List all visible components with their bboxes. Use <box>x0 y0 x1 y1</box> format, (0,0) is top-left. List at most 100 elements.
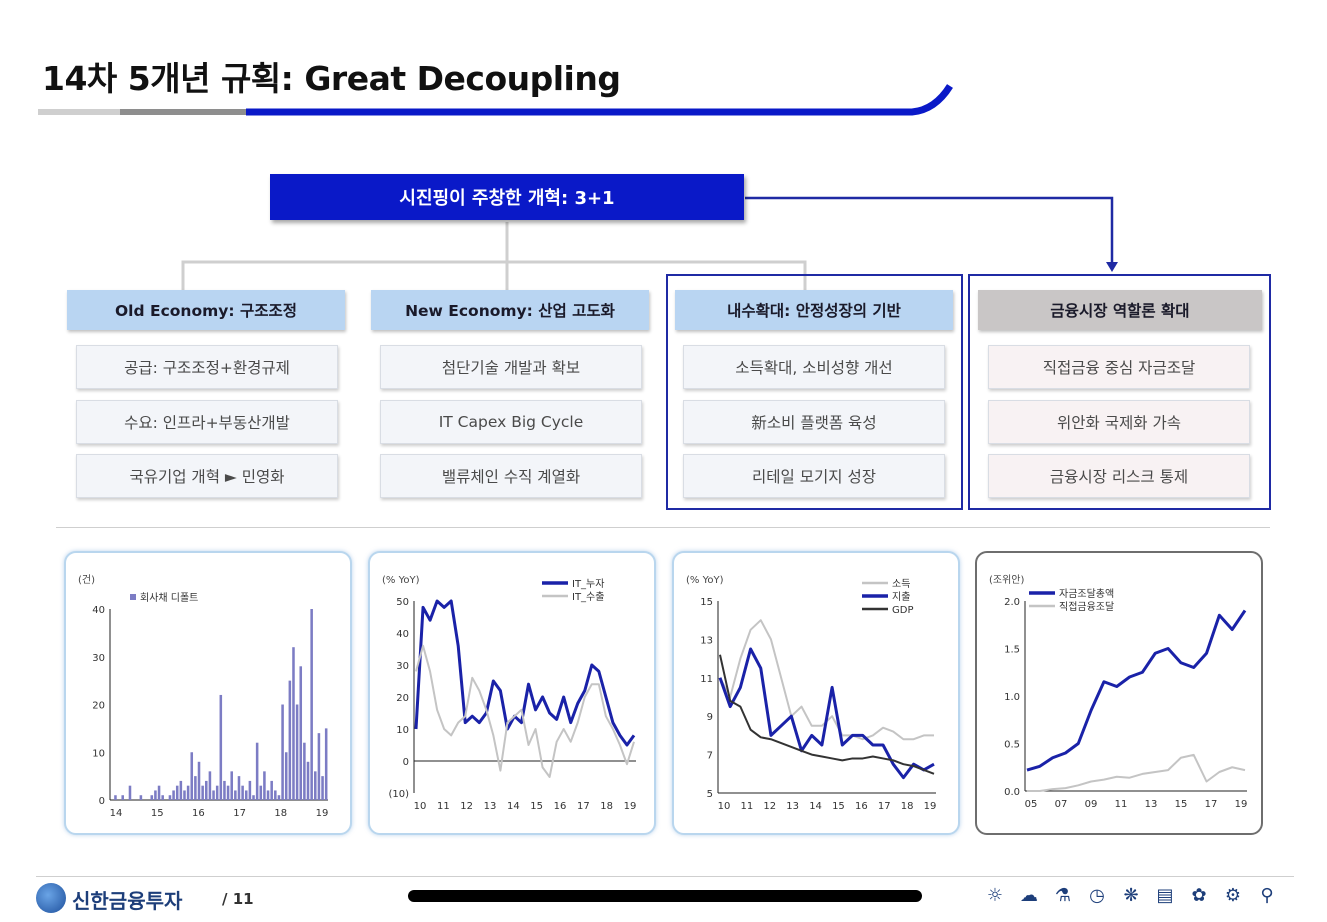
legend-swatch <box>130 594 136 600</box>
x-tick-label: 15 <box>151 808 164 819</box>
y-tick-label: 11 <box>700 674 713 685</box>
unit-label: (% YoY) <box>382 575 420 586</box>
x-tick-label: 16 <box>554 801 567 812</box>
bar <box>321 776 324 800</box>
series-line <box>415 644 635 778</box>
x-tick-label: 19 <box>924 801 937 812</box>
list-item: 공급: 구조조정+환경규제 <box>76 345 338 389</box>
bar <box>150 795 154 800</box>
y-tick-label: 40 <box>396 629 409 640</box>
bar <box>161 795 164 800</box>
bar <box>270 780 273 800</box>
unit-label: (조위안) <box>989 573 1025 586</box>
domestic-demand-frame <box>666 274 963 510</box>
list-item: 리테일 모기지 성장 <box>683 454 945 498</box>
y-tick-label: 10 <box>92 748 105 759</box>
x-tick-label: 14 <box>110 808 123 819</box>
list-item: 수요: 인프라+부동산개발 <box>76 400 338 444</box>
chart-income: (% YoY) 5 7 9 11 13 15 10 11 12 13 14 15 16 17 18 19 소득지출… <box>686 575 937 812</box>
bar <box>197 761 201 800</box>
y-tick-label: 13 <box>700 635 713 646</box>
bar <box>244 790 248 800</box>
bar <box>186 785 190 800</box>
bar <box>121 795 124 800</box>
list-item: 新소비 플랫폼 육성 <box>683 400 945 444</box>
legend-label: 지출 <box>892 591 910 603</box>
column-header-financial-market: 금융시장 역할론 확대 <box>978 290 1262 330</box>
flask-icon: ⚗ <box>1054 884 1072 906</box>
document-icon: ▤ <box>1156 884 1174 906</box>
list-item: 밸류체인 수직 계열화 <box>380 454 642 498</box>
y-tick-label: 9 <box>707 712 713 723</box>
legend-label: 회사채 디폴트 <box>140 592 198 604</box>
bar <box>274 790 277 800</box>
x-tick-label: 18 <box>901 801 914 812</box>
y-tick-label: 50 <box>396 597 409 608</box>
series-line <box>414 599 636 747</box>
y-tick-label: 15 <box>700 597 713 608</box>
lightbulb-icon: ☼ <box>986 884 1004 906</box>
x-tick-label: 12 <box>460 801 473 812</box>
bar <box>175 785 179 800</box>
bar <box>277 795 281 800</box>
bicycle-icon: ⚲ <box>1260 884 1274 906</box>
y-tick-label: 1.5 <box>1004 645 1020 656</box>
series-line <box>1027 753 1246 792</box>
bar <box>230 771 233 800</box>
bar <box>255 742 259 800</box>
footer-icon-row: ☼ ☁ ⚗ ◷ ❋ ▤ ✿ ⚙ ⚲ <box>982 882 1280 908</box>
y-tick-label: 20 <box>396 693 409 704</box>
financial-market-frame <box>968 274 1271 510</box>
x-tick-label: 10 <box>718 801 731 812</box>
bar <box>317 733 321 800</box>
title-underline <box>38 84 953 116</box>
series-line <box>1026 609 1247 772</box>
unit-label: (건) <box>78 574 95 586</box>
x-tick-label: 17 <box>577 801 590 812</box>
bar <box>194 776 197 800</box>
column-header-domestic-demand: 내수확대: 안정성장의 기반 <box>675 290 953 330</box>
section-divider <box>56 527 1270 528</box>
list-item: 금융시장 리스크 통제 <box>988 454 1250 498</box>
series-line <box>718 647 935 780</box>
legend-label: IT_수출 <box>572 591 604 603</box>
bar <box>263 771 266 800</box>
x-tick-label: 09 <box>1085 799 1098 810</box>
bar <box>234 790 237 800</box>
x-tick-label: 17 <box>1205 799 1218 810</box>
bar <box>281 704 284 800</box>
bar <box>266 790 270 800</box>
x-tick-label: 19 <box>624 801 637 812</box>
x-tick-label: 19 <box>316 808 329 819</box>
footer-divider <box>36 876 1294 877</box>
x-tick-label: 13 <box>786 801 799 812</box>
legend-label: GDP <box>892 605 913 616</box>
unit-label: (% YoY) <box>686 575 724 586</box>
y-tick-label: 0 <box>403 757 409 768</box>
x-tick-label: 11 <box>741 801 754 812</box>
y-tick-label: 0.0 <box>1004 787 1020 798</box>
y-tick-label: (10) <box>388 789 409 800</box>
fan-icon: ❋ <box>1123 884 1139 906</box>
y-tick-label: 7 <box>707 751 713 762</box>
bar <box>168 795 172 800</box>
bar <box>226 785 230 800</box>
home-indicator[interactable] <box>408 890 922 902</box>
list-item: 소득확대, 소비성향 개선 <box>683 345 945 389</box>
chart-panel-defaults: (건) 0 10 20 30 40 14 15 16 17 18 19 회사채 디폴트 <box>64 551 352 835</box>
x-tick-label: 14 <box>507 801 520 812</box>
column-header-new-economy: New Economy: 산업 고도화 <box>371 290 649 330</box>
bar <box>128 785 132 800</box>
x-tick-label: 15 <box>530 801 543 812</box>
bar <box>215 785 219 800</box>
x-tick-label: 18 <box>600 801 613 812</box>
x-tick-label: 19 <box>1235 799 1248 810</box>
bar <box>205 780 208 800</box>
bar <box>252 795 255 800</box>
chart-it: (% YoY) (10) 0 10 20 30 40 50 10 11 12 13 14 15 16 17 18… <box>382 575 637 812</box>
legend-label: 직접금융조달 <box>1059 601 1114 613</box>
bar <box>288 680 292 800</box>
bar <box>208 771 212 800</box>
x-tick-label: 10 <box>414 801 427 812</box>
clock-icon: ◷ <box>1089 884 1105 906</box>
